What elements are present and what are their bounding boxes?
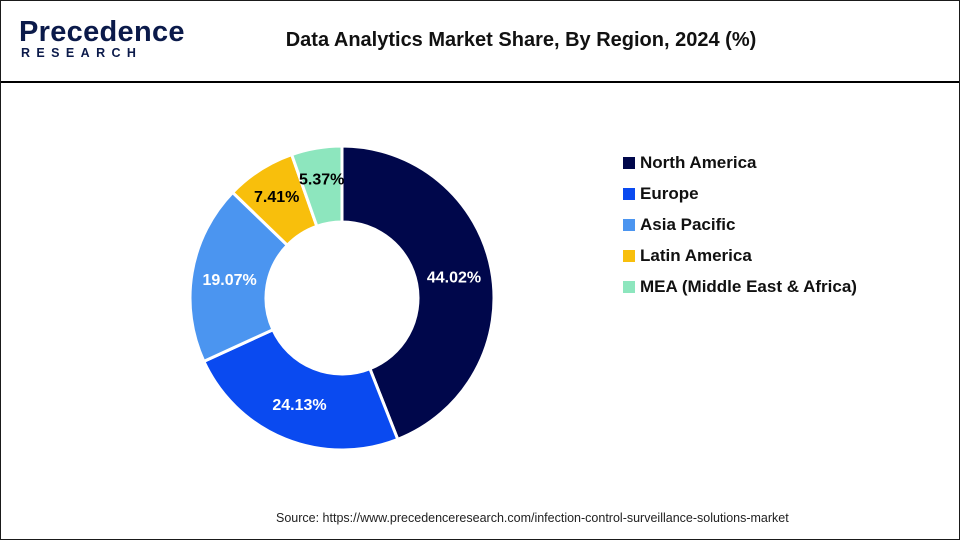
slice-mea (289, 144, 344, 229)
legend-item-europe: Europe (623, 178, 857, 209)
data-label-latin-america: 7.41% (254, 189, 299, 206)
legend-item-mea: MEA (Middle East & Africa) (623, 271, 857, 302)
legend-item-asia-pacific: Asia Pacific (623, 209, 857, 240)
logo-main-text: Precedence (19, 16, 185, 48)
chart-title: Data Analytics Market Share, By Region, … (285, 29, 757, 51)
legend-item-latin-america: Latin America (623, 240, 857, 271)
header: Precedence RESEARCH Data Analytics Marke… (1, 1, 959, 83)
legend-label: North America (640, 152, 757, 172)
legend-swatch (623, 280, 635, 293)
legend-label: Europe (640, 183, 699, 203)
source-note: Source: https://www.precedenceresearch.c… (276, 511, 789, 525)
legend-swatch (623, 218, 635, 231)
data-label-asia-pacific: 19.07% (202, 272, 256, 289)
logo: Precedence RESEARCH (19, 15, 185, 65)
slice-europe (201, 327, 400, 452)
logo-sub-text: RESEARCH (21, 46, 143, 60)
legend: North America Europe Asia Pacific Latin Ame… (623, 147, 857, 302)
legend-item-north-america: North America (623, 147, 857, 178)
legend-label: MEA (Middle East & Africa) (640, 276, 857, 296)
slice-north-america (340, 144, 496, 442)
legend-label: Latin America (640, 245, 752, 265)
legend-swatch (623, 156, 635, 169)
data-label-north-america: 44.02% (427, 270, 481, 287)
legend-swatch (623, 249, 635, 262)
data-label-europe: 24.13% (272, 397, 326, 414)
slice-asia-pacific (188, 190, 290, 364)
legend-swatch (623, 187, 635, 200)
data-label-mea: 5.37% (299, 172, 344, 189)
legend-label: Asia Pacific (640, 214, 736, 234)
donut-chart: 44.02% 24.13% 19.07% 7.41%5.37% (188, 144, 496, 452)
